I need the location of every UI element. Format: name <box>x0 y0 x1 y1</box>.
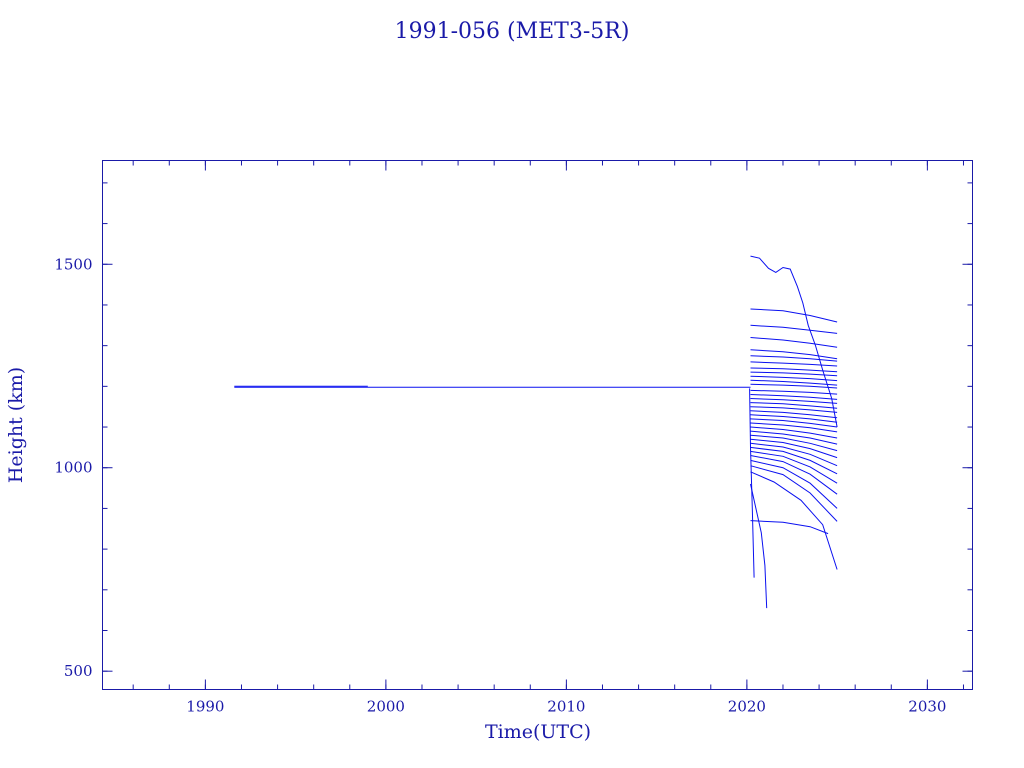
series-line <box>750 255 838 428</box>
series-line <box>750 414 838 423</box>
series-line <box>750 355 838 362</box>
axis-tick-labels: 1990 2000 2010 2020 2030 500 1000 1500 <box>54 255 946 715</box>
series-line <box>750 337 838 348</box>
series-line <box>750 308 838 323</box>
series-line <box>750 394 838 400</box>
series-line <box>750 367 838 373</box>
x-axis-label: Time(UTC) <box>485 721 591 743</box>
series-line <box>750 383 838 389</box>
series-line <box>750 446 838 475</box>
y-tick-label: 500 <box>64 662 93 680</box>
series-line <box>750 389 838 395</box>
series-line <box>750 434 838 452</box>
x-tick-label: 2010 <box>547 698 585 716</box>
series-line <box>750 455 838 495</box>
series-line <box>750 361 838 367</box>
series-line <box>750 459 838 509</box>
series-line <box>750 406 838 413</box>
x-tick-label: 1990 <box>186 698 224 716</box>
x-tick-label: 2020 <box>728 698 766 716</box>
series-line <box>750 426 838 439</box>
series-line <box>750 375 838 382</box>
series-line <box>750 410 838 419</box>
series-line <box>750 402 838 409</box>
series-line <box>750 438 838 459</box>
series-line <box>750 398 838 404</box>
series-line <box>750 422 838 433</box>
series-line <box>750 371 838 377</box>
x-tick-label: 2030 <box>908 698 946 716</box>
y-tick-label: 1000 <box>54 459 92 477</box>
series-line <box>750 379 838 386</box>
series-line <box>750 471 838 570</box>
plot-traces <box>234 255 838 609</box>
y-tick-label: 1500 <box>54 255 92 273</box>
series-line <box>749 388 755 578</box>
series-line <box>750 450 838 484</box>
series-line <box>750 349 838 360</box>
series-line <box>750 324 838 334</box>
axis-ticks <box>102 160 973 690</box>
series-line <box>750 430 838 445</box>
series-line <box>750 442 838 467</box>
plot-frame <box>102 160 973 690</box>
series-line <box>750 465 838 522</box>
x-tick-label: 2000 <box>367 698 405 716</box>
series-line <box>750 520 829 535</box>
series-line <box>750 483 768 609</box>
y-axis-label: Height (km) <box>5 367 27 483</box>
chart-title: 1991-056 (MET3-5R) <box>395 19 630 44</box>
series-line <box>750 418 838 428</box>
